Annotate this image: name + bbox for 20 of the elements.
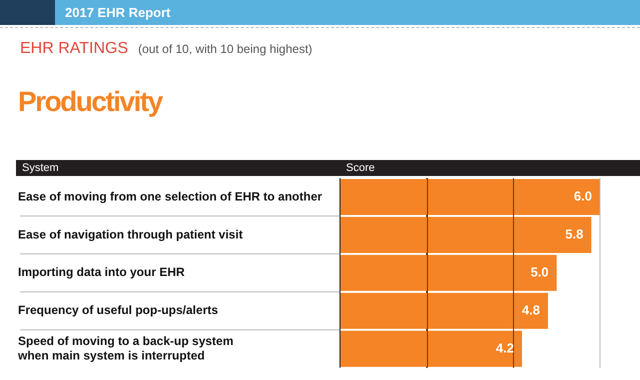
bar	[340, 178, 600, 216]
y-tick-label: Frequency of useful pop-ups/alerts	[18, 303, 218, 318]
text: (out of 10, with 10 being highest)	[138, 42, 312, 56]
y-axis-title: System	[22, 162, 59, 174]
y-tick-label: Ease of moving from one selection of EHR to another	[18, 189, 322, 204]
y-tick-label: Speed of moving to a back-up system when main system is interrupted	[17, 334, 234, 362]
text: 2017 EHR Report	[65, 5, 170, 20]
bar	[340, 292, 548, 329]
x-axis-title: Score	[346, 162, 375, 174]
y-tick-label: Importing data into your EHR	[18, 265, 185, 280]
data-label: 5.0	[530, 264, 549, 280]
data-label: 5.8	[565, 226, 584, 242]
data-label: 6.0	[574, 188, 592, 204]
bar	[340, 216, 592, 253]
bar	[340, 254, 557, 291]
y-tick-label: Ease of navigation through patient visit	[18, 227, 243, 242]
text: EHR RATINGS	[20, 40, 128, 57]
data-label: 4.8	[522, 302, 540, 318]
text: Productivity	[18, 86, 162, 118]
bar	[340, 330, 522, 367]
